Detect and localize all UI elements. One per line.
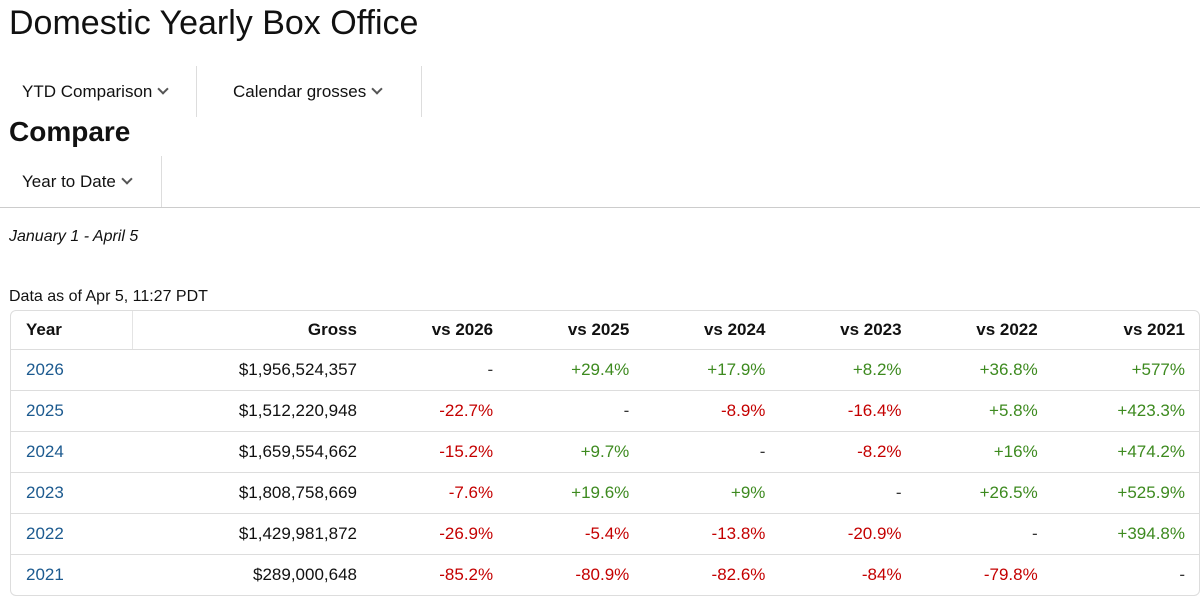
comparison-cell: +17.9% bbox=[707, 360, 766, 379]
chevron-down-icon bbox=[121, 172, 133, 185]
column-header-year[interactable]: Year bbox=[11, 311, 133, 350]
comparison-cell: +8.2% bbox=[852, 360, 902, 379]
data-as-of: Data as of Apr 5, 11:27 PDT bbox=[9, 288, 208, 305]
comparison-cell: +29.4% bbox=[571, 360, 630, 379]
year-link[interactable]: 2025 bbox=[26, 401, 64, 420]
ytd-comparison-dropdown[interactable]: YTD Comparison bbox=[0, 66, 197, 117]
comparison-cell: -85.2% bbox=[371, 554, 508, 595]
comparison-cell: +19.6% bbox=[507, 472, 644, 514]
comparison-cell: -8.9% bbox=[643, 390, 780, 432]
table-row: 2026 $1,956,524,357 - +29.4% +17.9% +8.2% +36.… bbox=[11, 350, 1199, 391]
comparison-cell: -84% bbox=[779, 554, 916, 595]
gross-cell: $289,000,648 bbox=[132, 554, 371, 595]
comparison-cell: -13.8% bbox=[643, 513, 780, 555]
comparison-cell: -16.4% bbox=[779, 390, 916, 432]
year-cell: 2021 bbox=[11, 554, 133, 595]
year-link[interactable]: 2023 bbox=[26, 483, 64, 502]
date-range: January 1 - April 5 bbox=[9, 228, 139, 245]
column-header-vs-2025[interactable]: vs 2025 bbox=[507, 311, 644, 350]
comparison-cell: +394.8% bbox=[1051, 513, 1199, 555]
column-header-vs-2022[interactable]: vs 2022 bbox=[915, 311, 1052, 350]
column-header-vs-2026[interactable]: vs 2026 bbox=[371, 311, 508, 350]
table-row: 2024 $1,659,554,662 -15.2% +9.7% - -8.2% +16% +… bbox=[11, 431, 1199, 473]
year-cell: 2026 bbox=[11, 350, 133, 391]
year-to-date-label: Year to Date bbox=[22, 171, 116, 191]
calendar-grosses-dropdown[interactable]: Calendar grosses bbox=[197, 66, 422, 117]
comparison-cell: +16% bbox=[915, 431, 1052, 473]
gross-cell: $1,512,220,948 bbox=[132, 390, 371, 432]
year-link[interactable]: 2022 bbox=[26, 524, 64, 543]
comparison-cell: +474.2% bbox=[1051, 431, 1199, 473]
comparison-cell: -79.8% bbox=[915, 554, 1052, 595]
comparison-cell: -82.6% bbox=[643, 554, 780, 595]
comparison-cell: -5.4% bbox=[507, 513, 644, 555]
year-cell: 2022 bbox=[11, 513, 133, 555]
calendar-grosses-label: Calendar grosses bbox=[233, 81, 367, 101]
table-body: 2026 $1,956,524,357 - +29.4% +17.9% +8.2% +36.… bbox=[11, 350, 1199, 595]
year-cell: 2023 bbox=[11, 472, 133, 514]
column-header-vs-2023[interactable]: vs 2023 bbox=[779, 311, 916, 350]
comparison-cell: +9.7% bbox=[507, 431, 644, 473]
comparison-cell: +26.5% bbox=[915, 472, 1052, 514]
comparison-cell: -15.2% bbox=[371, 431, 508, 473]
comparison-cell: +9% bbox=[643, 472, 780, 514]
year-cell: 2025 bbox=[11, 390, 133, 432]
comparison-cell: - bbox=[643, 431, 780, 473]
comparison-cell: +36.8% bbox=[979, 360, 1038, 379]
chevron-down-icon bbox=[371, 82, 383, 95]
comparison-cell: +577% bbox=[1131, 360, 1185, 379]
compare-heading: Compare bbox=[9, 116, 131, 147]
comparison-cell: -8.2% bbox=[779, 431, 916, 473]
column-header-gross[interactable]: Gross bbox=[132, 311, 371, 350]
gross-cell: $1,429,981,872 bbox=[132, 513, 371, 555]
comparison-cell: -22.7% bbox=[371, 390, 508, 432]
section-divider bbox=[0, 207, 1200, 208]
comparison-cell: +525.9% bbox=[1051, 472, 1199, 514]
comparison-cell: - bbox=[1051, 554, 1199, 595]
comparison-cell: -7.6% bbox=[371, 472, 508, 514]
table-row: 2021 $289,000,648 -85.2% -80.9% -82.6% -84% -7… bbox=[11, 554, 1199, 595]
year-cell: 2024 bbox=[11, 431, 133, 473]
year-link[interactable]: 2024 bbox=[26, 442, 64, 461]
comparison-cell: - bbox=[507, 390, 644, 432]
table-header-row: Year Gross vs 2026 vs 2025 vs 2024 vs 2023 vs … bbox=[11, 311, 1199, 350]
table-row: 2025 $1,512,220,948 -22.7% - -8.9% -16.4% +5.8… bbox=[11, 390, 1199, 432]
comparison-cell: +5.8% bbox=[915, 390, 1052, 432]
gross-cell: $1,808,758,669 bbox=[132, 472, 371, 514]
table-row: 2023 $1,808,758,669 -7.6% +19.6% +9% - +26.5% +… bbox=[11, 472, 1199, 514]
table-row: 2022 $1,429,981,872 -26.9% -5.4% -13.8% -20.9… bbox=[11, 513, 1199, 555]
column-header-vs-2021[interactable]: vs 2021 bbox=[1051, 311, 1199, 350]
chevron-down-icon bbox=[157, 82, 170, 95]
column-header-vs-2024[interactable]: vs 2024 bbox=[643, 311, 780, 350]
gross-cell: $1,956,524,357 bbox=[238, 360, 357, 379]
box-office-table: Year Gross vs 2026 vs 2025 vs 2024 vs 2023 vs … bbox=[11, 311, 1199, 595]
gross-cell: $1,659,554,662 bbox=[132, 431, 371, 473]
year-to-date-dropdown[interactable]: Year to Date bbox=[0, 156, 162, 207]
comparison-cell: - bbox=[915, 513, 1052, 555]
comparison-cell: -26.9% bbox=[371, 513, 508, 555]
page-title: Domestic Yearly Box Office bbox=[9, 4, 419, 42]
comparison-cell: +423.3% bbox=[1051, 390, 1199, 432]
filter-bar: YTD Comparison Calendar grosses bbox=[0, 66, 422, 117]
year-link[interactable]: 2021 bbox=[26, 565, 64, 584]
comparison-cell: - bbox=[779, 472, 916, 514]
ytd-comparison-label: YTD Comparison bbox=[22, 81, 153, 101]
compare-bar: Year to Date bbox=[0, 156, 162, 207]
comparison-cell: - bbox=[487, 360, 494, 379]
box-office-table-container: Year Gross vs 2026 vs 2025 vs 2024 vs 2023 vs … bbox=[10, 310, 1200, 596]
comparison-cell: -80.9% bbox=[507, 554, 644, 595]
comparison-cell: -20.9% bbox=[779, 513, 916, 555]
year-link[interactable]: 2026 bbox=[26, 360, 64, 379]
